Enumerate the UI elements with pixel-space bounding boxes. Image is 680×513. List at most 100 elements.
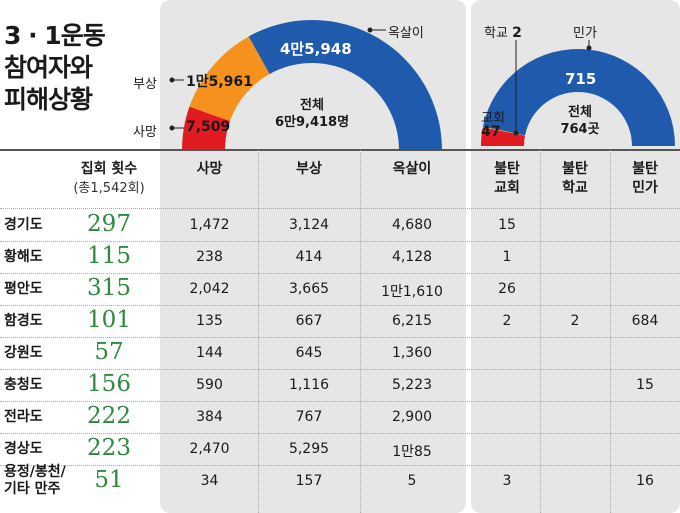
cell-church: 26 xyxy=(498,281,516,297)
cell-church: 15 xyxy=(498,217,516,233)
column-divider xyxy=(540,150,541,513)
row-label: 충청도 xyxy=(4,377,43,393)
church-value: 47 xyxy=(481,124,501,140)
imprisoned-slice xyxy=(248,19,442,150)
imprisoned-label: 옥살이 xyxy=(388,26,424,41)
row-label: 경기도 xyxy=(4,217,43,233)
cell-school: 2 xyxy=(570,313,580,329)
injury-slice xyxy=(189,36,270,122)
row-rule xyxy=(0,337,680,338)
column-divider xyxy=(610,150,611,513)
cell-injury: 3,124 xyxy=(288,217,330,233)
cell-imprisoned: 6,215 xyxy=(391,313,433,329)
cell-church: 2 xyxy=(502,313,512,329)
cell-injury: 667 xyxy=(295,313,323,329)
header-imprisoned: 옥살이 xyxy=(392,161,432,177)
gathering-count: 101 xyxy=(87,307,131,333)
gathering-count: 57 xyxy=(94,339,124,365)
cell-imprisoned: 2,900 xyxy=(391,409,433,425)
header-death: 사망 xyxy=(196,161,223,177)
cell-death: 34 xyxy=(200,473,219,489)
cell-death: 384 xyxy=(196,409,223,425)
column-divider xyxy=(360,150,361,513)
house-value: 715 xyxy=(565,70,597,88)
cell-house: 684 xyxy=(631,313,659,329)
row-label: 평안도 xyxy=(4,281,43,297)
injury-leader-dot xyxy=(169,77,175,83)
header-house: 불탄 민가 xyxy=(632,161,658,196)
header-rule xyxy=(0,208,680,209)
gathering-count: 315 xyxy=(87,275,131,301)
cell-death: 1,472 xyxy=(189,217,230,233)
cell-house: 16 xyxy=(636,473,654,489)
row-rule xyxy=(0,433,680,434)
church-slice xyxy=(481,127,526,146)
gathering-count: 223 xyxy=(87,435,131,461)
header-gatherings: 집회 횟수 (총1,542회) xyxy=(73,161,145,196)
cell-injury: 3,665 xyxy=(288,281,330,297)
cell-death: 2,042 xyxy=(189,281,230,297)
death-value: 7,509 xyxy=(186,119,231,135)
cell-imprisoned: 1만85 xyxy=(392,444,432,460)
school-leader-dot xyxy=(513,130,519,136)
death-label: 사망 xyxy=(133,125,157,140)
cell-imprisoned: 1만1,610 xyxy=(381,284,443,300)
row-label: 황해도 xyxy=(4,249,43,265)
cell-death: 590 xyxy=(196,377,223,393)
injury-value: 1만5,961 xyxy=(186,74,253,90)
row-label: 강원도 xyxy=(4,345,43,361)
gathering-count: 222 xyxy=(87,403,131,429)
row-rule xyxy=(0,305,680,306)
cell-imprisoned: 4,680 xyxy=(391,217,433,233)
cell-imprisoned: 5 xyxy=(407,473,417,489)
header-school: 불탄 학교 xyxy=(562,161,588,196)
imprisoned-leader-dot xyxy=(367,27,373,33)
house-leader-dot xyxy=(586,45,592,51)
imprisoned-value: 4만5,948 xyxy=(280,40,352,58)
gathering-count: 156 xyxy=(87,371,131,397)
column-divider xyxy=(258,150,259,513)
gathering-count: 115 xyxy=(87,243,131,269)
injury-label: 부상 xyxy=(133,77,157,92)
cell-house: 15 xyxy=(636,377,654,393)
gathering-count: 297 xyxy=(87,211,131,237)
cell-church: 3 xyxy=(502,473,512,489)
cell-imprisoned: 5,223 xyxy=(391,377,433,393)
cell-injury: 767 xyxy=(295,409,323,425)
gathering-count: 51 xyxy=(94,467,124,493)
cell-death: 144 xyxy=(196,345,223,361)
table-top-rule xyxy=(0,149,680,151)
death-leader-dot xyxy=(169,125,175,131)
cell-death: 2,470 xyxy=(189,441,230,457)
cell-imprisoned: 4,128 xyxy=(391,249,433,265)
row-label: 경상도 xyxy=(4,441,43,457)
row-label: 용정/봉천/ 기타 만주 xyxy=(4,464,66,497)
header-church: 불탄 교회 xyxy=(494,161,520,196)
cell-imprisoned: 1,360 xyxy=(391,345,433,361)
row-rule xyxy=(0,401,680,402)
house-label: 민가 xyxy=(573,26,597,41)
house-slice xyxy=(482,48,675,146)
cell-church: 1 xyxy=(502,249,512,265)
cell-death: 238 xyxy=(196,249,223,265)
header-injury: 부상 xyxy=(296,161,322,177)
row-rule xyxy=(0,273,680,274)
cell-injury: 1,116 xyxy=(288,377,330,393)
row-label: 전라도 xyxy=(4,409,43,425)
church-label: 교회 xyxy=(481,111,505,126)
row-rule xyxy=(0,241,680,242)
cell-injury: 414 xyxy=(295,249,323,265)
school-label: 학교 2 xyxy=(484,25,522,41)
left-total: 전체 6만9,418명 xyxy=(274,98,350,130)
row-rule xyxy=(0,369,680,370)
page-title: 3 · 1운동 참여자와 피해상황 xyxy=(4,21,106,114)
cell-death: 135 xyxy=(196,313,223,329)
row-rule xyxy=(0,465,680,466)
row-label: 함경도 xyxy=(4,313,43,329)
cell-injury: 5,295 xyxy=(288,441,330,457)
cell-injury: 157 xyxy=(295,473,323,489)
death-slice xyxy=(182,106,230,150)
right-total: 전체 764곳 xyxy=(560,105,600,137)
cell-injury: 645 xyxy=(295,345,323,361)
